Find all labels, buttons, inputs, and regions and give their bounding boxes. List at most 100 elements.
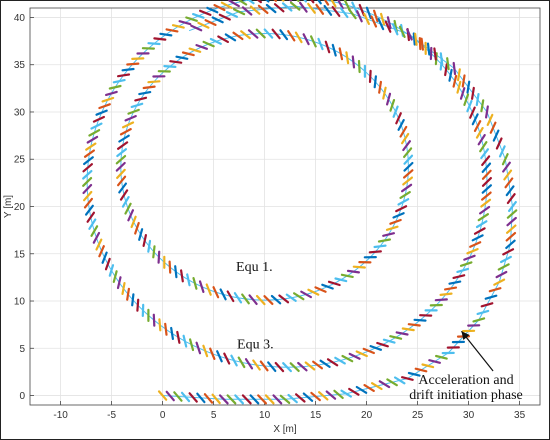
heading-marker bbox=[295, 393, 306, 403]
heading-marker bbox=[484, 294, 498, 300]
heading-marker bbox=[434, 298, 448, 302]
heading-marker bbox=[456, 267, 470, 273]
heading-marker bbox=[88, 129, 101, 137]
heading-marker bbox=[399, 191, 411, 199]
heading-marker bbox=[506, 193, 516, 205]
heading-marker bbox=[348, 387, 360, 396]
heading-marker bbox=[466, 99, 473, 113]
heading-marker bbox=[392, 105, 399, 118]
heading-marker bbox=[82, 183, 93, 195]
heading-marker bbox=[124, 114, 137, 122]
heading-marker bbox=[369, 345, 382, 351]
heading-marker bbox=[433, 47, 437, 61]
heading-marker bbox=[131, 293, 135, 307]
heading-marker bbox=[318, 391, 329, 401]
heading-marker bbox=[209, 37, 222, 45]
heading-marker bbox=[199, 9, 212, 16]
heading-marker bbox=[401, 327, 415, 332]
heading-marker bbox=[98, 103, 111, 110]
heading-marker bbox=[480, 148, 489, 160]
heading-marker bbox=[289, 362, 300, 372]
heading-marker bbox=[300, 290, 312, 299]
heading-marker bbox=[481, 184, 492, 194]
heading-marker bbox=[190, 24, 203, 32]
heading-marker bbox=[386, 16, 392, 30]
heading-marker bbox=[355, 385, 368, 394]
heading-marker bbox=[182, 334, 188, 348]
heading-marker bbox=[273, 3, 285, 13]
heading-marker bbox=[304, 361, 316, 371]
y-axis-label: Y [m] bbox=[3, 195, 14, 218]
heading-marker bbox=[142, 85, 156, 90]
heading-marker bbox=[397, 198, 410, 206]
heading-marker bbox=[307, 288, 320, 296]
heading-marker bbox=[340, 389, 352, 398]
heading-marker bbox=[259, 360, 269, 372]
heading-marker bbox=[398, 25, 406, 39]
heading-marker bbox=[118, 134, 130, 143]
heading-marker bbox=[82, 156, 94, 166]
heading-marker bbox=[264, 394, 275, 405]
annotation-phase-line1: Acceleration and bbox=[418, 373, 513, 388]
y-tick-label: 30 bbox=[14, 107, 26, 118]
x-tick-label: -5 bbox=[107, 410, 116, 421]
y-tick-label: 15 bbox=[14, 249, 26, 260]
y-tick-label: 0 bbox=[19, 391, 25, 402]
heading-marker bbox=[126, 287, 130, 301]
heading-marker bbox=[479, 205, 491, 215]
heading-marker bbox=[331, 43, 337, 57]
heading-marker bbox=[471, 86, 475, 100]
heading-marker bbox=[406, 28, 413, 41]
heading-marker bbox=[180, 391, 191, 403]
heading-marker bbox=[101, 251, 108, 264]
heading-marker bbox=[197, 21, 210, 29]
heading-marker bbox=[403, 147, 413, 158]
heading-marker bbox=[188, 392, 198, 403]
heading-marker bbox=[211, 393, 221, 405]
heading-marker bbox=[373, 9, 379, 23]
heading-marker bbox=[426, 42, 431, 56]
heading-marker bbox=[389, 335, 403, 340]
heading-marker bbox=[333, 389, 344, 399]
heading-marker bbox=[413, 318, 427, 322]
heading-marker bbox=[319, 359, 331, 368]
heading-marker bbox=[348, 352, 361, 360]
heading-marker bbox=[112, 270, 118, 283]
heading-marker bbox=[134, 221, 140, 235]
heading-marker bbox=[391, 23, 399, 36]
heading-marker bbox=[420, 37, 424, 51]
heading-marker bbox=[240, 30, 251, 40]
heading-marker bbox=[209, 347, 216, 360]
heading-marker bbox=[287, 30, 296, 42]
heading-marker bbox=[461, 74, 466, 88]
heading-marker bbox=[469, 241, 482, 248]
heading-marker bbox=[377, 18, 385, 31]
x-tick-label: 20 bbox=[361, 410, 373, 421]
heading-marker bbox=[412, 32, 416, 46]
heading-marker bbox=[506, 216, 517, 227]
heading-marker bbox=[339, 7, 349, 19]
heading-marker bbox=[336, 0, 344, 10]
x-tick-label: 30 bbox=[463, 410, 475, 421]
heading-marker bbox=[477, 213, 489, 222]
heading-marker bbox=[439, 52, 444, 66]
heading-marker bbox=[345, 51, 350, 65]
heading-marker bbox=[237, 356, 246, 369]
heading-marker bbox=[121, 196, 130, 208]
heading-marker bbox=[195, 43, 208, 50]
heading-marker bbox=[382, 86, 387, 100]
heading-marker bbox=[127, 108, 140, 115]
heading-marker bbox=[101, 96, 115, 103]
y-tick-label: 40 bbox=[14, 13, 26, 24]
x-axis-label: X [m] bbox=[273, 424, 297, 435]
annotation-arrow bbox=[460, 330, 494, 372]
heading-marker bbox=[186, 273, 191, 287]
heading-marker bbox=[326, 358, 339, 367]
heading-marker bbox=[88, 218, 97, 230]
heading-marker bbox=[248, 294, 258, 305]
annotation-arrow-head bbox=[461, 331, 470, 341]
heading-marker bbox=[312, 360, 323, 370]
heading-marker bbox=[382, 232, 395, 237]
heading-marker bbox=[204, 19, 217, 26]
